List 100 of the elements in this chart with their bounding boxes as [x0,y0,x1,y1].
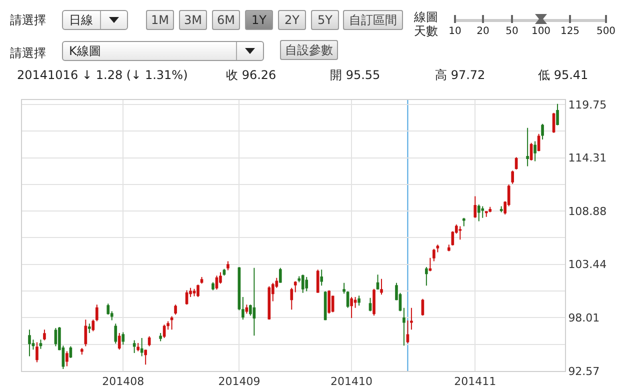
candlestick [511,170,514,184]
text: 10 [448,26,462,38]
candlestick [122,332,125,346]
candlestick [174,304,177,316]
text: 5Y [311,10,339,30]
text: 500 [595,26,617,38]
y-tick-label: 114.31 [568,152,607,165]
text: 6M [212,10,240,30]
candlestick [526,127,529,167]
candlestick [39,339,42,350]
candlestick [136,342,140,352]
candlestick [43,329,46,341]
candlestick [84,319,88,347]
candlestick [514,156,518,170]
candlestick [481,206,484,218]
candlestick [66,350,68,367]
candlestick [541,123,544,140]
candlestick [324,290,327,321]
candlestick [301,274,304,294]
candlestick [200,276,204,284]
y-tick-label: 98.01 [568,311,600,324]
x-tick-label: 201410 [330,375,373,388]
candlestick [140,337,144,357]
candlestick [372,288,376,316]
text: 自設參數 [280,40,338,60]
candlestick [159,332,162,342]
candlestick [88,323,91,334]
candlestick [410,307,413,330]
text: 20141016 [17,67,78,83]
candlestick [170,316,174,330]
candlestick [144,349,147,366]
text: 天數 [414,23,438,39]
candlestick [320,269,323,286]
candlestick [69,346,72,358]
candlestick [316,269,320,294]
text: 3M [179,10,207,30]
candlestick [118,332,121,350]
text: 收 96.26 [226,67,276,83]
x-tick-label: 201409 [218,375,260,388]
candlestick [477,204,480,222]
candlestick [534,140,536,162]
text: 日線 [69,12,93,29]
candlestick [462,217,466,227]
text: 請選擇 [10,12,46,28]
candlestick [556,103,559,126]
candlestick [328,290,330,314]
x-tick-label: 201408 [102,375,144,388]
candlestick [484,210,488,218]
y-tick-label: 119.75 [568,98,607,112]
candlestick [537,133,540,152]
candlestick [245,304,248,314]
candlestick [488,206,492,213]
x-tick-label: 201411 [454,375,496,388]
text: 線圖 [414,9,438,25]
candlestick [358,295,360,306]
candlestick [402,307,406,346]
candlestick [305,276,308,292]
text: 20 [476,26,490,38]
candlestick [132,340,136,354]
candlestick [425,266,428,286]
y-tick-label: 108.88 [568,204,607,218]
text: K線圖 [69,43,101,60]
candlestick [290,287,294,310]
text: 請選擇 [10,45,46,61]
candlestick [278,267,282,284]
candlestick [406,320,410,344]
candlestick [92,319,95,332]
candlestick [380,278,383,296]
candlestick [350,296,353,318]
candlestick [28,329,31,357]
candlestick [80,347,84,356]
candlestick [215,275,218,290]
candlestick [294,280,297,293]
text: 自訂區間 [343,10,403,30]
candlestick [500,206,503,213]
candlestick [428,257,432,272]
text: ↓ 1.28 (↓ 1.31%) [82,67,188,83]
y-tick-label: 92.57 [568,364,600,378]
text: 高 97.72 [435,67,486,83]
text: 1M [146,10,174,30]
text: 2Y [278,10,306,30]
candlestick [376,274,380,290]
candlestick [226,260,230,271]
candlestick [268,286,271,320]
candlestick [192,288,196,297]
text: 50 [504,26,520,38]
text: 1Y [245,10,273,30]
candlestick [162,324,166,338]
candlestick [222,268,226,276]
candlestick [148,336,151,347]
candlestick [95,304,98,322]
candlestick [54,327,58,347]
text: 低 95.41 [538,67,588,83]
candlestick [458,226,462,240]
y-tick-label: 103.44 [568,258,607,272]
candlestick [36,342,38,363]
candlestick [368,297,372,312]
candlestick [474,196,477,218]
candlestick [114,323,118,344]
candlestick [252,267,256,336]
